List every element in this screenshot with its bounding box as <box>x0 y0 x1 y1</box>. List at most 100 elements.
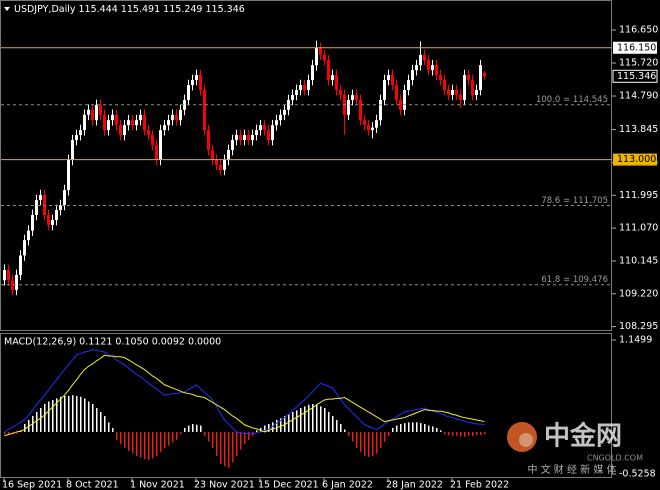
histogram-bar <box>232 431 234 463</box>
candle-body <box>451 90 454 95</box>
candle-body <box>447 90 450 95</box>
y-tick-label: 116.650 <box>619 25 658 36</box>
candle-body <box>395 85 398 100</box>
header-icon <box>4 7 10 11</box>
histogram-bar <box>356 431 358 448</box>
histogram-bar <box>480 431 482 436</box>
histogram-bar <box>340 423 342 432</box>
candle-body <box>303 85 306 90</box>
candle-body <box>175 114 178 121</box>
candle-body <box>299 85 302 90</box>
histogram-bar <box>92 403 94 432</box>
candle-body <box>51 219 54 225</box>
histogram-bar <box>164 431 166 448</box>
histogram-bar <box>272 422 274 432</box>
candle-body <box>143 114 146 131</box>
histogram-bar <box>484 431 486 435</box>
histogram-bar <box>52 399 54 432</box>
candle-body <box>151 135 154 146</box>
histogram-bar <box>436 427 438 432</box>
histogram-bar <box>324 407 326 432</box>
level-label-box <box>613 41 657 54</box>
candle-body <box>91 109 94 121</box>
histogram-bar <box>132 431 134 454</box>
candle-body <box>415 65 418 71</box>
candle-body <box>83 114 86 131</box>
candle-body <box>439 75 442 81</box>
candle-body <box>59 205 62 210</box>
histogram-bar <box>472 431 474 436</box>
histogram-bar <box>100 411 102 432</box>
histogram-bar <box>120 431 122 444</box>
histogram-bar <box>152 431 154 459</box>
x-tick-label: 6 Jan 2022 <box>322 480 373 490</box>
histogram-bar <box>424 423 426 432</box>
watermark: 中金网 CNGOLD.COM 中 文 财 经 新 媒 体 <box>507 421 643 476</box>
macd-window-border <box>0 333 612 478</box>
level-label: 116.150 <box>617 42 656 53</box>
candle-body <box>251 135 254 141</box>
candle-body <box>3 270 6 281</box>
histogram-bar <box>136 431 138 456</box>
y-tick-label: 113.845 <box>619 124 658 135</box>
histogram-bar <box>16 431 18 434</box>
histogram-bar <box>96 407 98 432</box>
candle-body <box>195 75 198 81</box>
histogram-bar <box>292 411 294 432</box>
candle-body <box>275 120 278 126</box>
y-tick-label: 111.070 <box>619 223 658 234</box>
candle-body <box>327 60 330 81</box>
watermark-slogan: 中 文 财 经 新 媒 体 <box>527 463 616 476</box>
candle-body <box>27 230 30 241</box>
histogram-bar <box>336 419 338 432</box>
candle-body <box>279 114 282 121</box>
candle-body <box>203 90 206 131</box>
histogram-bar <box>196 424 198 432</box>
histogram-bar <box>172 431 174 443</box>
histogram-bar <box>236 431 238 456</box>
candle-body <box>67 159 70 191</box>
histogram-bar <box>276 419 278 432</box>
histogram-bar <box>156 431 158 456</box>
y-tick-label: 111.995 <box>619 190 658 201</box>
histogram-bar <box>372 431 374 456</box>
histogram-bar <box>4 431 6 435</box>
candle-body <box>19 255 22 275</box>
candle-body <box>75 135 78 141</box>
candle-body <box>39 195 42 201</box>
histogram-bar <box>264 425 266 432</box>
indicator-line <box>4 354 485 437</box>
histogram-bar <box>412 422 414 432</box>
current-price-box <box>612 69 658 83</box>
macd-title: MACD(12,26,9) 0.1121 0.1050 0.0092 0.000… <box>4 337 221 348</box>
candle-body <box>375 120 378 128</box>
candle-body <box>427 60 430 71</box>
candle-body <box>103 114 106 131</box>
candle-body <box>323 54 326 61</box>
candle-body <box>287 99 290 110</box>
candle-body <box>115 114 118 126</box>
histogram-bar <box>428 425 430 432</box>
candle-body <box>87 109 90 115</box>
candle-body <box>131 120 134 126</box>
candle-body <box>411 70 414 81</box>
header-text: USDJPY,Daily 115.444 115.491 115.249 115… <box>14 4 245 15</box>
candle-body <box>183 99 186 110</box>
histogram-bar <box>84 398 86 432</box>
histogram-bar <box>248 431 250 440</box>
candle-body <box>191 80 194 86</box>
histogram-bar <box>268 423 270 432</box>
candle-body <box>351 94 354 100</box>
main-window-border <box>0 0 612 331</box>
x-tick-label: 23 Nov 2021 <box>194 480 255 490</box>
candle-body <box>435 65 438 76</box>
histogram-bar <box>300 407 302 432</box>
macd-window: 1.1499 -0.5258 <box>4 335 656 480</box>
histogram-bar <box>76 395 78 432</box>
histogram-bar <box>280 418 282 432</box>
histogram-bar <box>304 406 306 432</box>
low-readout: 115.249 <box>163 4 202 15</box>
candle-body <box>367 125 370 131</box>
candle-body <box>371 127 374 131</box>
histogram-bar <box>184 427 186 432</box>
